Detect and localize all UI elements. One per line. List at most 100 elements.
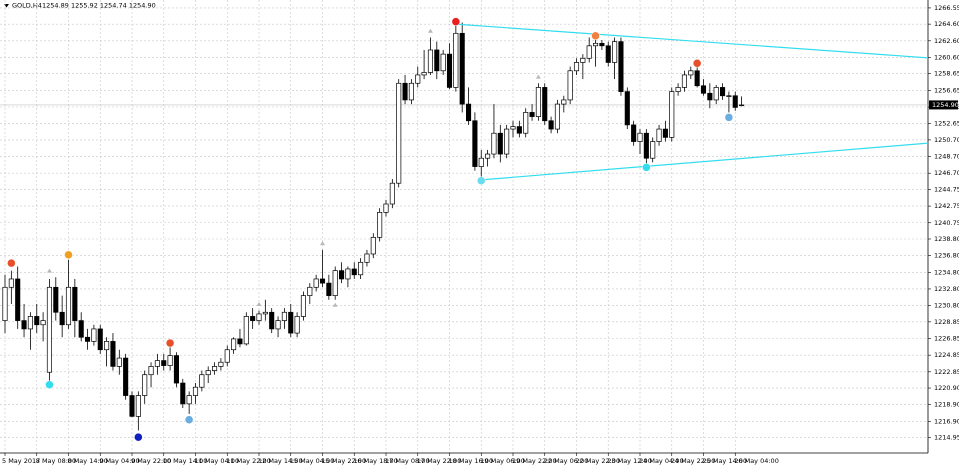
candle-body: [459, 32, 465, 105]
trendline: [481, 142, 929, 181]
x-tick-label: 22 May 06:00: [544, 457, 589, 465]
candle-body: [472, 120, 478, 167]
x-tick-label: 11 May 22:00: [226, 457, 271, 465]
y-tick-label: 1228.85: [934, 318, 959, 326]
candle-body: [148, 366, 154, 376]
candle-body: [377, 211, 383, 238]
last-price-box: [929, 100, 958, 110]
x-tick-label: 17 May 22:00: [417, 457, 462, 465]
x-tick-label: 22 May 22:00: [576, 457, 621, 465]
candle-body: [123, 357, 129, 396]
signal-marker: [451, 17, 461, 26]
candle-body: [326, 282, 332, 296]
candle-body: [129, 395, 135, 417]
candle-body: [218, 361, 224, 367]
fractal-arrow: [46, 268, 52, 273]
x-tick-label: 15 May 04:00: [290, 457, 335, 465]
x-tick-label: 23 May 12:00: [607, 457, 652, 465]
fractal-arrow: [332, 302, 338, 307]
candle-body: [8, 278, 14, 288]
candle-body: [650, 141, 656, 159]
candle-body: [313, 278, 319, 288]
candle-body: [427, 49, 434, 73]
candle-body: [491, 132, 497, 155]
x-tick-label: 8 May 08:00: [36, 457, 76, 465]
candle-body: [599, 42, 605, 47]
x-tick-label: 16 May 18:00: [353, 457, 398, 465]
candle-body: [110, 341, 116, 367]
candle-body: [319, 278, 326, 284]
y-tick-label: 1226.85: [934, 335, 959, 343]
y-tick-label: 1256.65: [934, 86, 959, 94]
trendline: [455, 23, 929, 59]
y-tick-label: 1262.60: [934, 37, 959, 45]
candle-body: [535, 87, 541, 117]
candle-body: [573, 62, 580, 72]
candle-body: [383, 203, 389, 213]
candle-body: [364, 253, 370, 263]
candle-body: [662, 128, 668, 138]
y-tick-label: 1224.85: [934, 351, 959, 359]
y-tick-label: 1234.80: [934, 268, 959, 276]
x-tick-label: 24 May 22:00: [671, 457, 716, 465]
candle-body: [523, 112, 529, 134]
x-tick-label: 11 May 04:00: [195, 457, 240, 465]
candle-body: [497, 132, 503, 155]
candle-body: [561, 99, 567, 105]
candle-body: [669, 91, 675, 138]
candle-body: [592, 42, 599, 47]
y-tick-label: 1242.75: [934, 202, 959, 210]
candle-body: [275, 320, 281, 330]
x-tick-label: 10 May 14:00: [163, 457, 208, 465]
candle-body: [53, 286, 59, 313]
candle-body: [300, 295, 307, 317]
candle-body: [694, 70, 700, 87]
x-tick-label: 18 May 16:00: [449, 457, 494, 465]
candle-body: [700, 85, 707, 94]
candle-body: [288, 311, 294, 334]
candle-body: [250, 316, 256, 321]
y-tick-label: 1238.80: [934, 235, 959, 243]
x-tick-label: 25 May 14:00: [703, 457, 748, 465]
candle-body: [21, 320, 27, 330]
candle-body: [345, 268, 351, 280]
candle-body: [624, 91, 630, 126]
candle-body: [681, 74, 688, 88]
candle-body: [605, 45, 611, 63]
candle-body: [440, 53, 446, 72]
candle-body: [199, 374, 205, 388]
candle-body: [408, 82, 414, 101]
candle-body: [548, 120, 554, 130]
y-tick-label: 1266.55: [934, 4, 959, 12]
candle-body: [142, 374, 148, 396]
signal-marker: [165, 338, 175, 348]
y-tick-label: 1220.90: [934, 384, 959, 392]
y-tick-label: 1222.85: [934, 368, 959, 376]
candle-body: [637, 132, 643, 142]
candle-body: [542, 87, 548, 122]
y-tick-label: 1214.95: [934, 434, 959, 442]
candle-body: [161, 360, 167, 366]
x-tick-label: 9 May 22:00: [131, 457, 171, 465]
candle-body: [167, 355, 173, 366]
candle-body: [104, 341, 110, 351]
candle-body: [739, 104, 745, 107]
candle-body: [91, 328, 97, 342]
candle-body: [84, 336, 91, 342]
candle-body: [618, 41, 624, 92]
x-tick-label: 19 May 22:00: [512, 457, 557, 465]
candle-body: [656, 128, 662, 142]
candle-body: [453, 32, 459, 88]
candle-body: [516, 126, 522, 134]
candle-body: [269, 311, 275, 330]
candle-body: [402, 82, 408, 101]
candle-body: [205, 370, 211, 376]
candle-body: [15, 278, 21, 321]
y-tick-label: 1258.65: [934, 70, 959, 78]
candle-body: [256, 313, 262, 321]
candle-body: [72, 286, 78, 321]
candle-body: [510, 126, 516, 130]
candle-body: [567, 70, 573, 101]
